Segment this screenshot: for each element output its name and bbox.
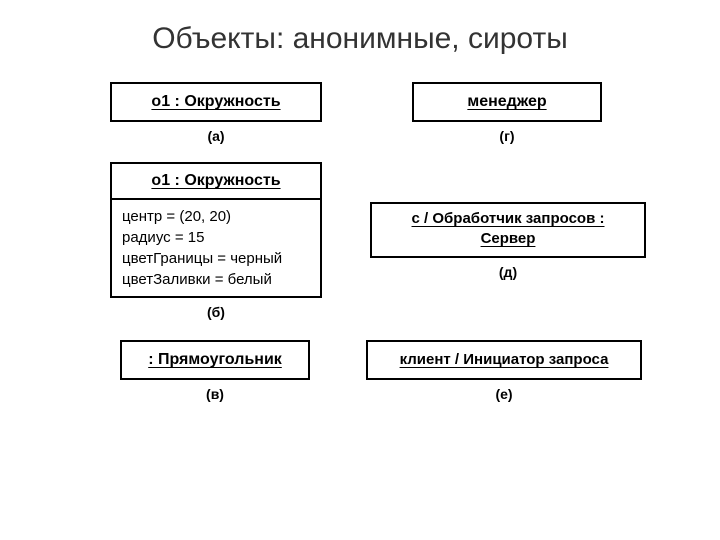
object-b: о1 : Окружность центр = (20, 20)радиус =… (110, 162, 322, 320)
object-a-header: о1 : Окружность (112, 84, 320, 120)
object-d-box: с / Обработчик запросов : Сервер (370, 202, 646, 258)
object-d-header-line1: с / Обработчик запросов : (412, 209, 605, 229)
object-e-header: клиент / Инициатор запроса (368, 342, 640, 378)
object-b-attr: центр = (20, 20) (122, 206, 310, 227)
object-b-attr: цветГраницы = черный (122, 248, 310, 269)
object-v-caption: (в) (120, 386, 310, 402)
object-v: : Прямоугольник (в) (120, 340, 310, 402)
object-d: с / Обработчик запросов : Сервер (д) (370, 202, 646, 280)
object-g: менеджер (г) (412, 82, 602, 144)
object-d-caption: (д) (370, 264, 646, 280)
object-d-header: с / Обработчик запросов : Сервер (372, 204, 644, 256)
object-a: о1 : Окружность (а) (110, 82, 322, 144)
object-b-attr: радиус = 15 (122, 227, 310, 248)
object-b-header-text: о1 : Окружность (151, 164, 280, 198)
object-g-header-text: менеджер (467, 84, 546, 120)
object-g-caption: (г) (412, 128, 602, 144)
object-a-caption: (а) (110, 128, 322, 144)
slide: Объекты: анонимные, сироты о1 : Окружнос… (0, 0, 720, 540)
object-v-header-text: : Прямоугольник (148, 342, 282, 378)
slide-title: Объекты: анонимные, сироты (0, 22, 720, 56)
object-b-attrs: центр = (20, 20)радиус = 15цветГраницы =… (112, 200, 320, 296)
object-b-attr: цветЗаливки = белый (122, 269, 310, 290)
object-v-header: : Прямоугольник (122, 342, 308, 378)
object-b-header: о1 : Окружность (112, 164, 320, 198)
object-a-header-text: о1 : Окружность (151, 84, 280, 120)
object-b-box: о1 : Окружность центр = (20, 20)радиус =… (110, 162, 322, 298)
object-g-header: менеджер (414, 84, 600, 120)
object-e-box: клиент / Инициатор запроса (366, 340, 642, 380)
object-b-caption: (б) (110, 304, 322, 320)
object-g-box: менеджер (412, 82, 602, 122)
object-a-box: о1 : Окружность (110, 82, 322, 122)
object-v-box: : Прямоугольник (120, 340, 310, 380)
object-e-caption: (е) (366, 386, 642, 402)
object-e: клиент / Инициатор запроса (е) (366, 340, 642, 402)
object-d-header-line2: Сервер (481, 229, 536, 249)
object-e-header-text: клиент / Инициатор запроса (400, 342, 609, 378)
